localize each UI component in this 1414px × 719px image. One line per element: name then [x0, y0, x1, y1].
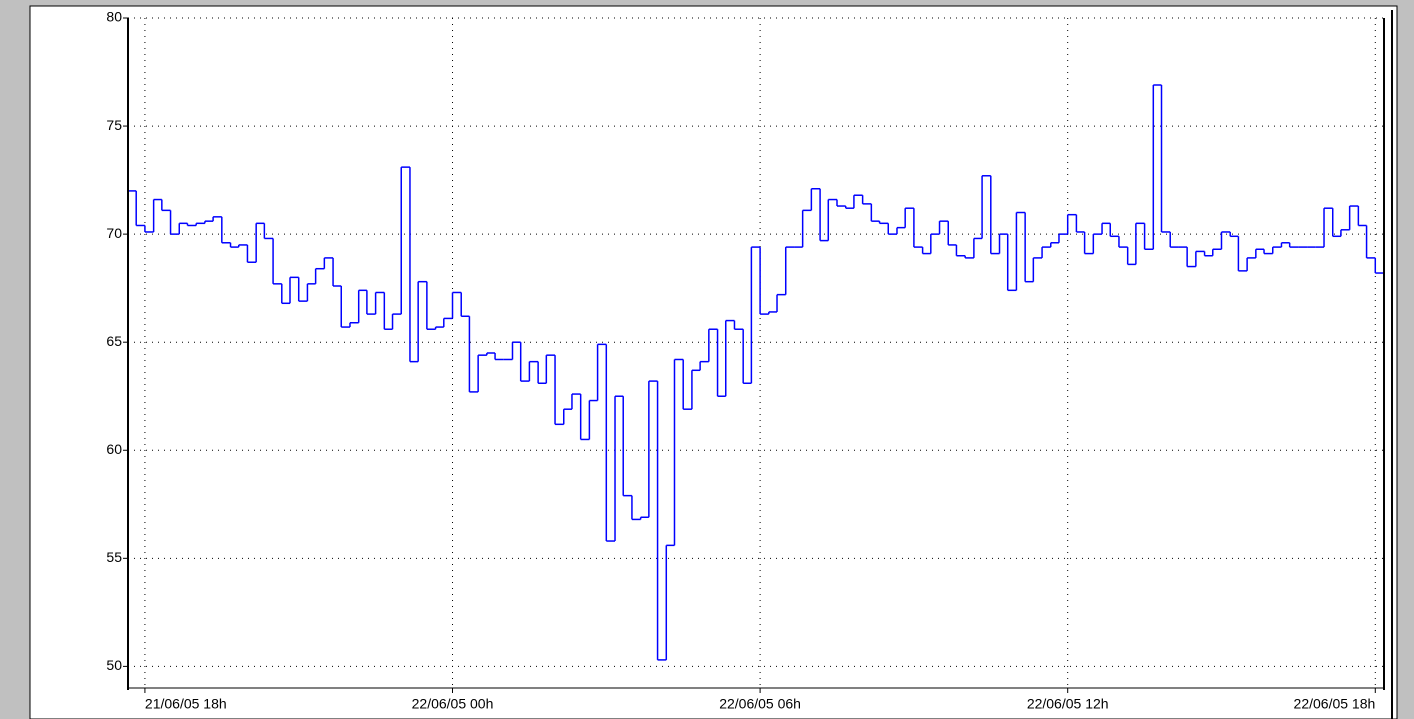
x-tick-label: 22/06/05 12h [1027, 696, 1109, 712]
y-tick-label: 75 [106, 117, 122, 133]
x-tick-label: 21/06/05 18h [145, 696, 227, 712]
y-tick-label: 80 [106, 9, 122, 25]
y-tick-label: 65 [106, 333, 122, 349]
x-tick-label: 22/06/05 00h [412, 696, 494, 712]
y-tick-label: 55 [106, 549, 122, 565]
x-tick-label: 22/06/05 18h [1294, 696, 1376, 712]
y-tick-label: 50 [106, 657, 122, 673]
x-tick-label: 22/06/05 06h [719, 696, 801, 712]
plot-layer [123, 17, 1384, 693]
y-tick-label: 60 [106, 441, 122, 457]
plot-area [128, 18, 1384, 688]
y-tick-label: 70 [106, 225, 122, 241]
